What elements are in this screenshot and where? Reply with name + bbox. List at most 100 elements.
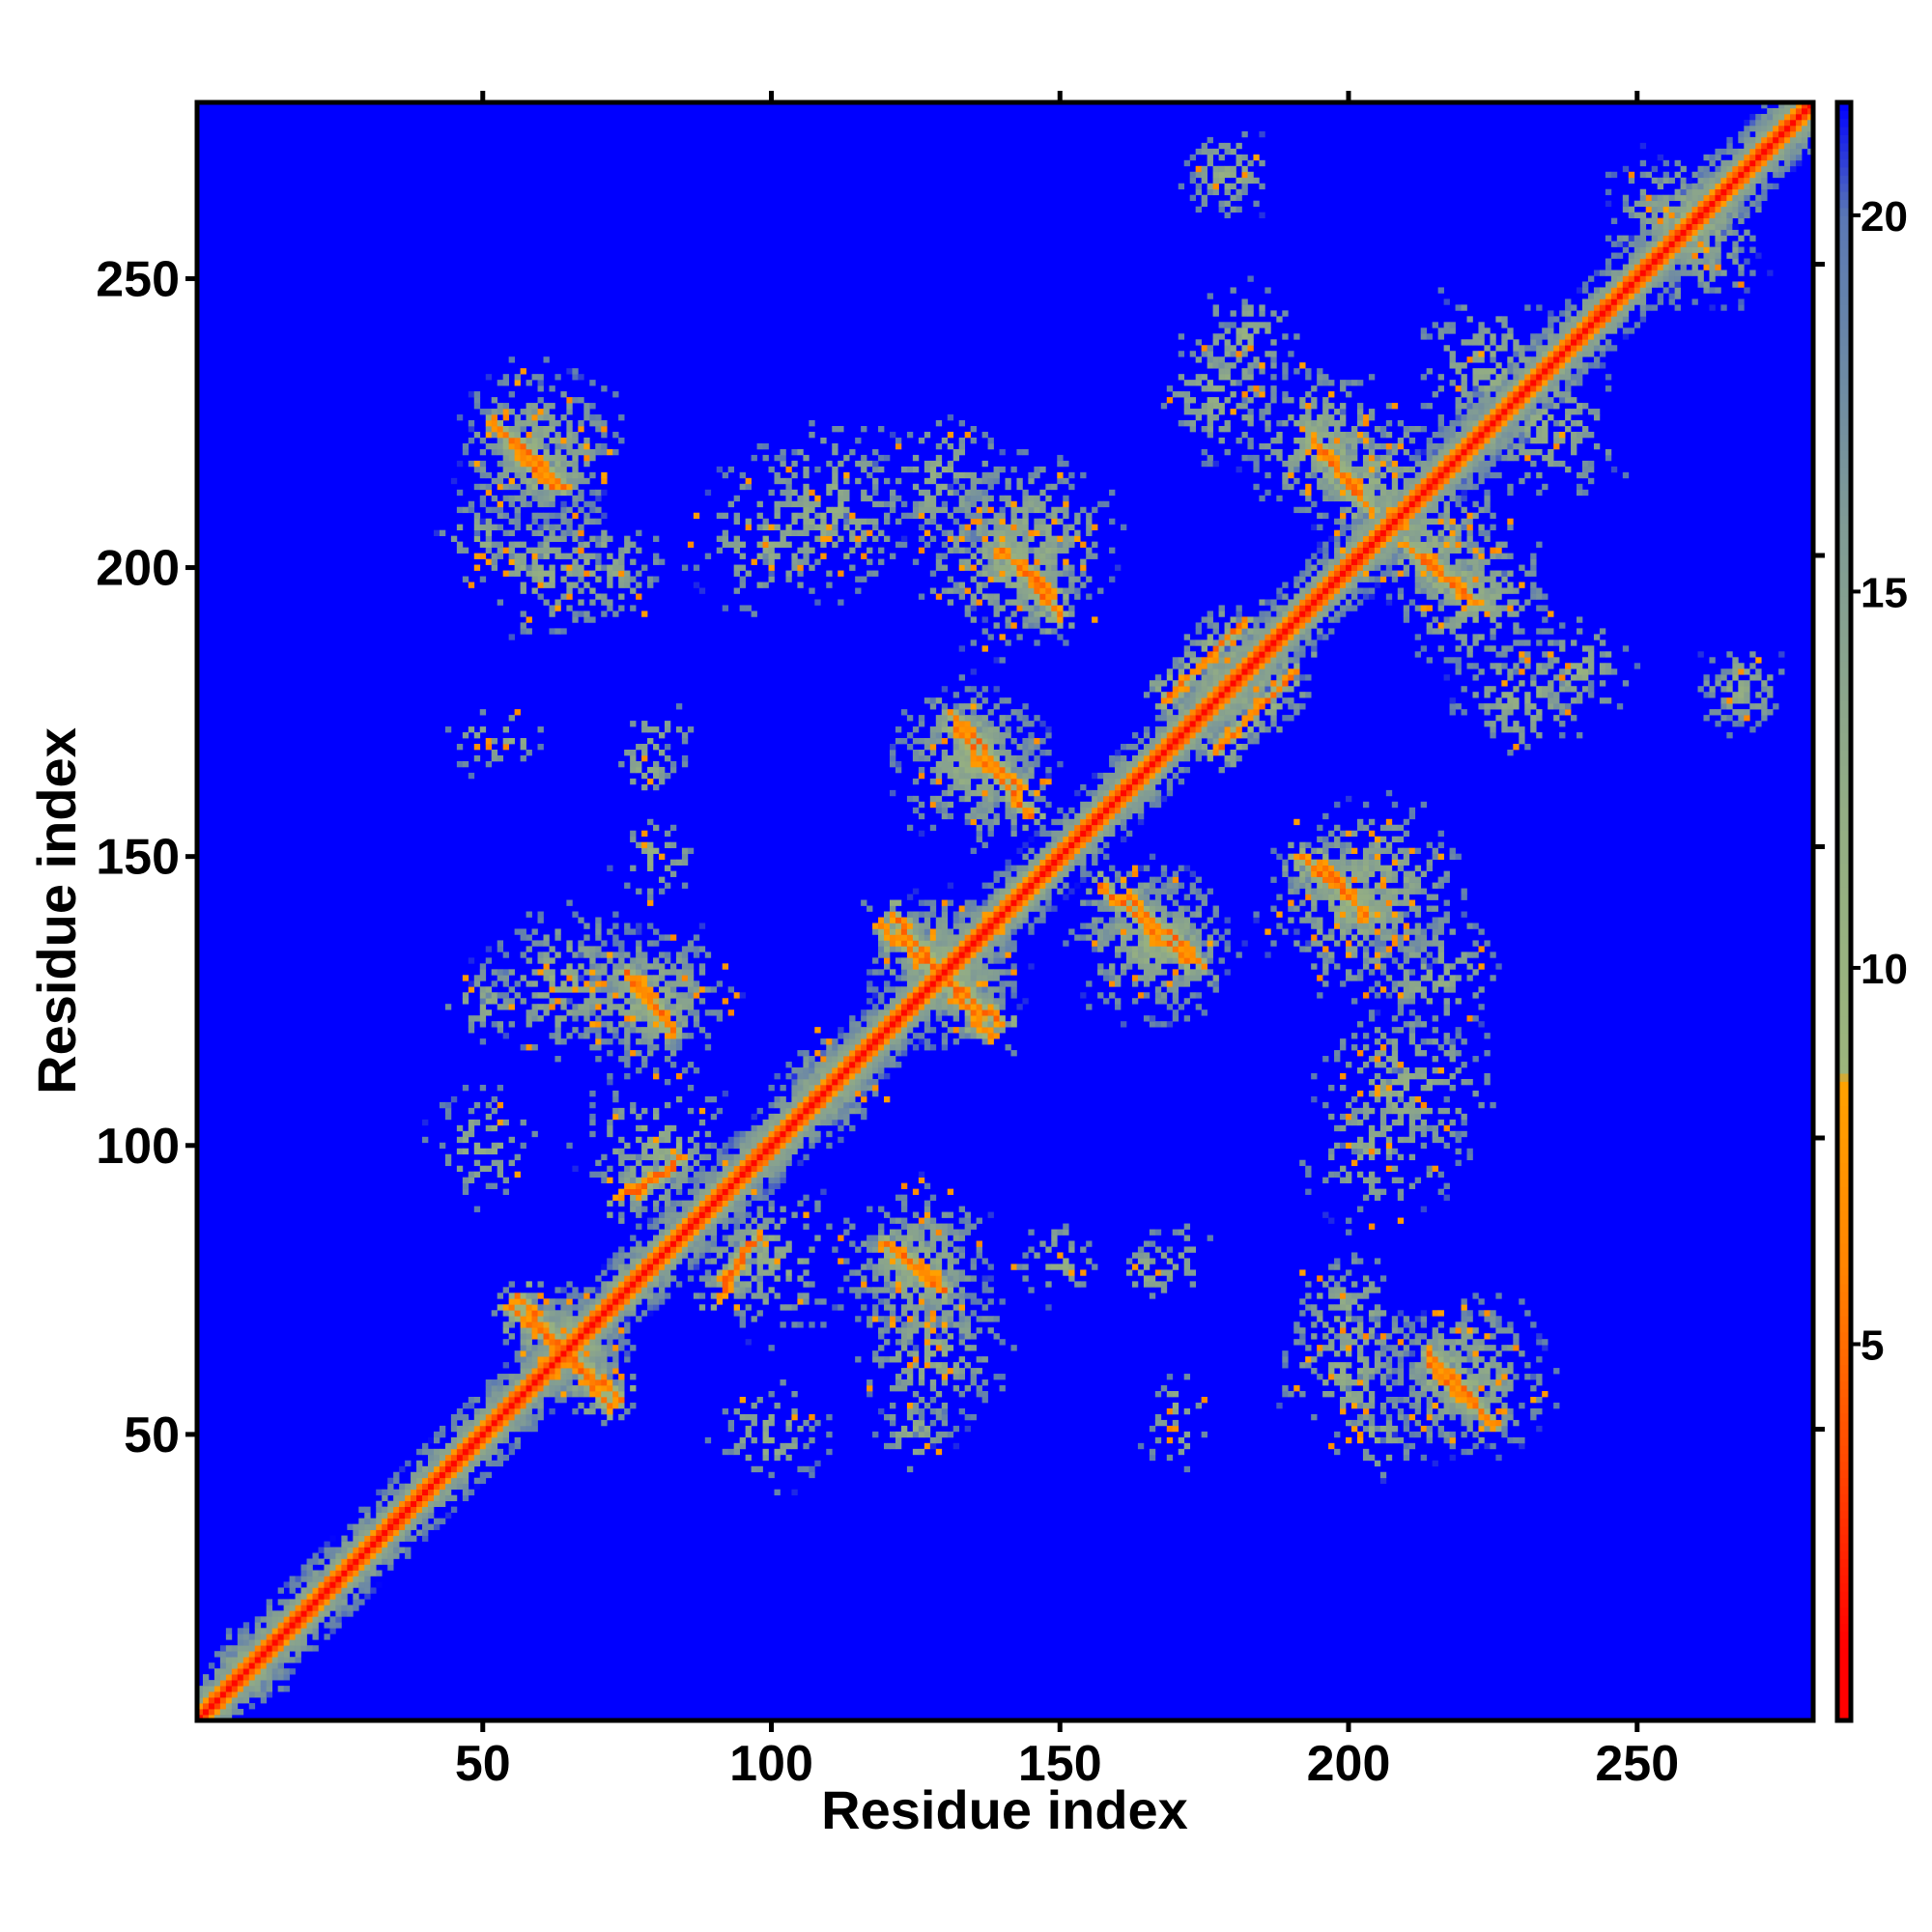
heatmap-cell: [537, 952, 544, 958]
heatmap-cell: [439, 1454, 446, 1462]
heatmap-cell: [601, 448, 608, 456]
heatmap-cell: [698, 1217, 706, 1224]
heatmap-cell: [560, 628, 567, 635]
heatmap-cell: [669, 859, 677, 866]
heatmap-cell: [497, 1431, 504, 1438]
heatmap-cell: [636, 547, 642, 554]
heatmap-cell: [329, 1558, 336, 1565]
heatmap-cell: [502, 1374, 509, 1380]
heatmap-cell: [675, 998, 683, 1005]
heatmap-cell: [970, 934, 977, 941]
heatmap-cell: [636, 1188, 642, 1195]
heatmap-cell: [947, 460, 954, 468]
heatmap-cell: [935, 1407, 943, 1415]
heatmap-cell: [520, 1407, 526, 1415]
heatmap-cell: [364, 1529, 371, 1536]
heatmap-cell: [739, 992, 746, 999]
heatmap-cell: [964, 986, 971, 993]
heatmap-cell: [762, 1136, 769, 1144]
heatmap-cell: [838, 1044, 844, 1051]
heatmap-cell: [952, 754, 960, 762]
heatmap-cell: [664, 744, 671, 751]
heatmap-cell: [560, 442, 567, 450]
heatmap-cell: [491, 426, 498, 433]
heatmap-cell: [213, 1703, 221, 1710]
heatmap-cell: [774, 1177, 781, 1184]
heatmap-cell: [958, 471, 966, 479]
heatmap-cell: [912, 963, 920, 970]
heatmap-cell: [266, 1605, 273, 1611]
heatmap-cell: [669, 1206, 677, 1212]
heatmap-cell: [271, 1674, 278, 1681]
heatmap-cell: [364, 1581, 371, 1588]
heatmap-cell: [566, 570, 573, 577]
heatmap-cell: [630, 1293, 637, 1299]
heatmap-cell: [589, 553, 596, 559]
heatmap-cell: [531, 529, 538, 537]
heatmap-cell: [912, 1281, 920, 1288]
heatmap-cell: [976, 1021, 982, 1028]
heatmap-cell: [554, 460, 561, 468]
heatmap-cell: [422, 1483, 429, 1491]
heatmap-cell: [675, 1044, 683, 1051]
heatmap-cell: [952, 1362, 960, 1369]
heatmap-cell: [820, 1067, 827, 1074]
heatmap-cell: [664, 1136, 671, 1144]
heatmap-cell: [693, 1188, 700, 1195]
heatmap-cell: [341, 1547, 348, 1553]
heatmap-cell: [636, 1206, 642, 1212]
heatmap-cell: [664, 969, 671, 976]
heatmap-cell: [618, 1107, 625, 1115]
heatmap-cell: [958, 986, 966, 993]
heatmap-cell: [785, 1142, 792, 1150]
heatmap-cell: [612, 1027, 619, 1034]
heatmap-cell: [491, 998, 498, 1005]
heatmap-cell: [884, 1056, 891, 1063]
heatmap-cell: [508, 477, 515, 485]
heatmap-cell: [271, 1645, 278, 1652]
heatmap-cell: [826, 1101, 833, 1109]
heatmap-cell: [935, 442, 943, 450]
heatmap-cell: [675, 975, 683, 981]
heatmap-cell: [929, 1258, 937, 1264]
heatmap-cell: [912, 1362, 920, 1369]
heatmap-cell: [462, 1494, 469, 1502]
heatmap-cell: [595, 518, 602, 526]
heatmap-cell: [797, 512, 804, 520]
heatmap-cell: [958, 1293, 966, 1299]
heatmap-cell: [861, 1044, 867, 1051]
heatmap-cell: [900, 963, 908, 970]
heatmap-cell: [502, 1339, 509, 1346]
heatmap-cell: [497, 380, 504, 386]
heatmap-cell: [785, 1442, 792, 1450]
heatmap-cell: [607, 570, 613, 577]
heatmap-cell: [935, 553, 943, 559]
heatmap-cell: [780, 529, 786, 537]
heatmap-cell: [890, 1027, 896, 1034]
heatmap-cell: [422, 1500, 429, 1508]
heatmap-cell: [935, 969, 943, 976]
heatmap-cell: [952, 726, 960, 733]
heatmap-cell: [607, 957, 613, 964]
heatmap-cell: [641, 754, 648, 762]
heatmap-cell: [774, 1095, 781, 1103]
heatmap-cell: [958, 1235, 966, 1241]
heatmap-cell: [636, 1293, 642, 1299]
heatmap-cell: [607, 1258, 613, 1264]
heatmap-cell: [884, 1240, 891, 1247]
heatmap-cell: [514, 1304, 521, 1311]
heatmap-cell: [595, 1056, 602, 1063]
heatmap-cell: [526, 1425, 532, 1433]
heatmap-cell: [537, 1362, 544, 1369]
heatmap-cell: [872, 500, 879, 508]
heatmap-cell: [324, 1541, 330, 1548]
heatmap-cell: [756, 1264, 763, 1270]
heatmap-cell: [618, 1246, 625, 1253]
heatmap-cell: [514, 466, 521, 473]
heatmap-cell: [531, 1316, 538, 1322]
heatmap-cell: [213, 1680, 221, 1687]
heatmap-cell: [277, 1662, 284, 1669]
heatmap-cell: [733, 1217, 740, 1224]
heatmap-cell: [277, 1668, 284, 1675]
heatmap-cell: [370, 1570, 377, 1577]
